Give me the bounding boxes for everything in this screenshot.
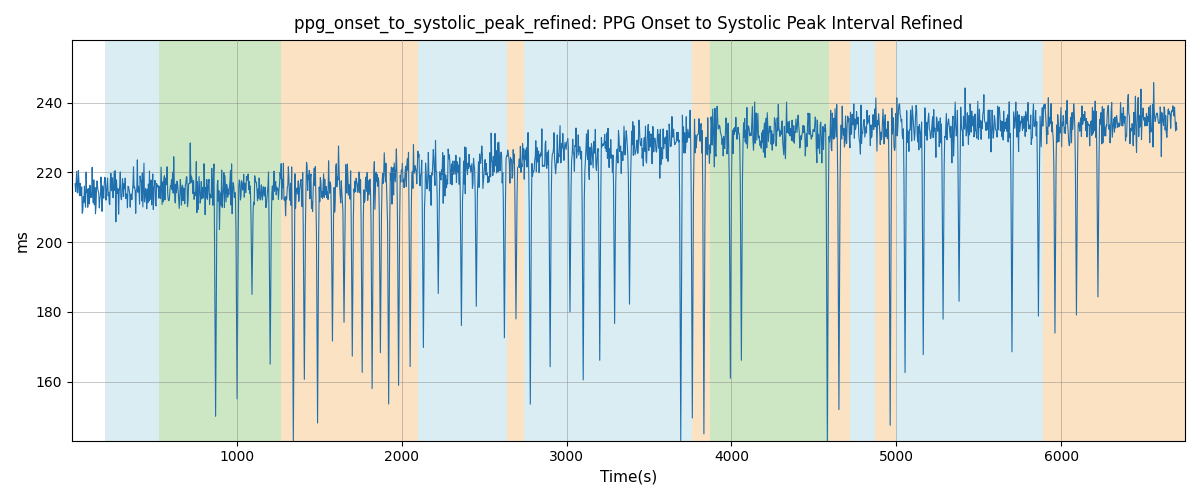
Bar — [692, 40, 710, 440]
Bar — [523, 40, 692, 440]
Bar — [281, 40, 418, 440]
Bar — [104, 40, 160, 440]
Bar — [160, 40, 281, 440]
Bar — [896, 40, 1043, 440]
Y-axis label: ms: ms — [14, 229, 30, 252]
Title: ppg_onset_to_systolic_peak_refined: PPG Onset to Systolic Peak Interval Refined: ppg_onset_to_systolic_peak_refined: PPG … — [294, 15, 962, 34]
Bar — [829, 40, 851, 440]
X-axis label: Time(s): Time(s) — [600, 470, 658, 485]
Bar — [851, 40, 875, 440]
Bar — [875, 40, 896, 440]
Bar — [1043, 40, 1186, 440]
Bar — [710, 40, 829, 440]
Bar — [508, 40, 523, 440]
Bar — [418, 40, 508, 440]
